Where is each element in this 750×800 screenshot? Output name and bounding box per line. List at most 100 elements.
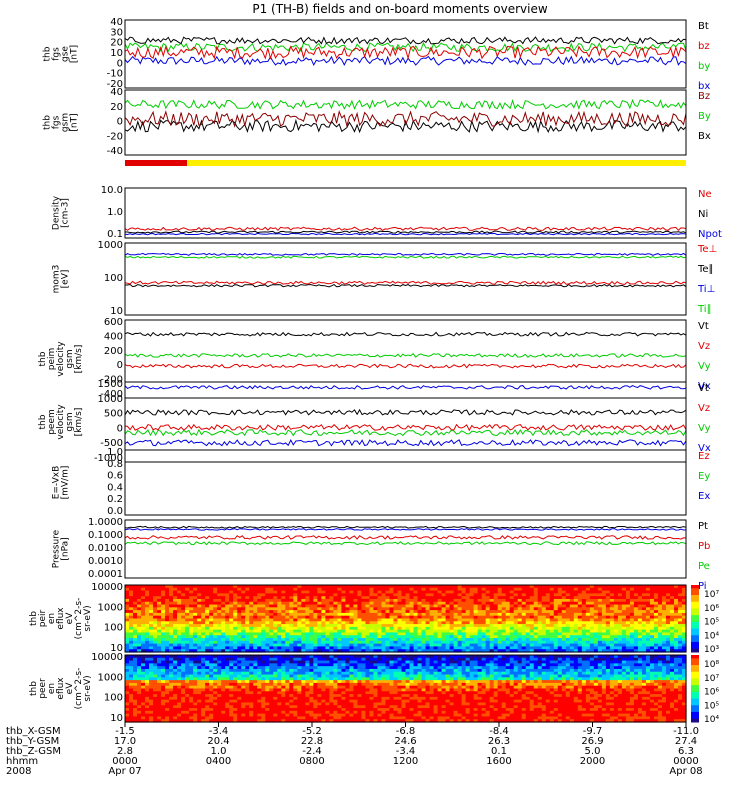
heatmap-cell bbox=[569, 680, 575, 684]
heatmap-cell bbox=[669, 643, 675, 648]
heatmap-cell bbox=[525, 621, 531, 625]
heatmap-cell bbox=[537, 612, 543, 617]
heatmap-cell bbox=[669, 590, 675, 594]
heatmap-cell bbox=[349, 610, 355, 614]
heatmap-cell bbox=[509, 629, 515, 634]
heatmap-cell bbox=[261, 649, 266, 653]
heatmap-cell bbox=[229, 677, 234, 681]
heatmap-cell bbox=[129, 660, 134, 664]
heatmap-cell bbox=[621, 671, 627, 676]
heatmap-cell bbox=[545, 624, 551, 628]
heatmap-cell bbox=[309, 666, 314, 670]
heatmap-cell bbox=[505, 624, 511, 628]
heatmap-cell bbox=[537, 677, 543, 681]
heatmap-cell bbox=[489, 615, 495, 620]
heatmap-cell bbox=[325, 649, 330, 653]
heatmap-cell bbox=[433, 612, 439, 617]
heatmap-cell bbox=[229, 649, 234, 653]
heatmap-cell bbox=[585, 632, 591, 636]
heatmap-cell bbox=[605, 677, 611, 681]
heatmap-cell bbox=[421, 668, 427, 673]
y-axis-label-line: [nT] bbox=[70, 113, 80, 131]
heatmap-cell bbox=[601, 601, 607, 606]
heatmap-cell bbox=[529, 585, 535, 589]
heatmap-cell bbox=[645, 671, 651, 676]
heatmap-cell bbox=[281, 618, 286, 622]
heatmap-cell bbox=[357, 593, 363, 597]
heatmap-cell bbox=[209, 587, 214, 592]
heatmap-cell bbox=[593, 590, 599, 594]
heatmap-cell bbox=[353, 657, 359, 662]
heatmap-cell bbox=[245, 668, 250, 673]
heatmap-cell bbox=[545, 598, 551, 603]
heatmap-cell bbox=[233, 626, 238, 631]
heatmap-cell bbox=[209, 615, 214, 620]
heatmap-cell bbox=[433, 615, 439, 620]
heatmap-cell bbox=[197, 668, 202, 673]
heatmap-cell bbox=[601, 663, 607, 667]
heatmap-cell bbox=[217, 585, 222, 589]
heatmap-cell bbox=[533, 618, 539, 622]
heatmap-cell bbox=[545, 640, 551, 645]
heatmap-cell bbox=[397, 677, 403, 681]
heatmap-cell bbox=[165, 626, 170, 631]
heatmap-cell bbox=[181, 674, 186, 678]
heatmap-cell bbox=[669, 615, 675, 620]
heatmap-cell bbox=[137, 655, 142, 659]
heatmap-cell bbox=[225, 612, 230, 617]
heatmap-cell bbox=[453, 590, 459, 594]
heatmap-cell bbox=[373, 671, 379, 676]
heatmap-cell bbox=[565, 607, 571, 611]
heatmap-cell bbox=[489, 626, 495, 631]
heatmap-cell bbox=[393, 621, 399, 625]
heatmap-cell bbox=[597, 587, 603, 592]
heatmap-cell bbox=[629, 585, 635, 589]
heatmap-cell bbox=[305, 635, 310, 639]
heatmap-cell bbox=[649, 618, 655, 622]
heatmap-cell bbox=[245, 621, 250, 625]
heatmap-cell bbox=[329, 680, 334, 684]
heatmap-cell bbox=[637, 657, 643, 662]
heatmap-cell bbox=[177, 632, 182, 636]
heatmap-cell bbox=[549, 680, 555, 684]
heatmap-cell bbox=[657, 610, 663, 614]
heatmap-cell bbox=[365, 674, 371, 678]
heatmap-cell bbox=[453, 638, 459, 642]
heatmap-cell bbox=[161, 674, 166, 678]
heatmap-cell bbox=[461, 635, 467, 639]
heatmap-cell bbox=[341, 640, 346, 645]
heatmap-cell bbox=[425, 655, 431, 659]
heatmap-cell bbox=[233, 646, 238, 650]
heatmap-cell bbox=[385, 629, 391, 634]
heatmap-cell bbox=[137, 615, 142, 620]
heatmap-cell bbox=[537, 585, 543, 589]
heatmap-cell bbox=[197, 607, 202, 611]
series-line bbox=[124, 525, 687, 529]
heatmap-cell bbox=[469, 626, 475, 631]
heatmap-cell bbox=[417, 590, 423, 594]
heatmap-cell bbox=[609, 596, 615, 600]
heatmap-cell bbox=[357, 663, 363, 667]
heatmap-cell bbox=[525, 668, 531, 673]
heatmap-cell bbox=[445, 615, 451, 620]
heatmap-cell bbox=[357, 629, 363, 634]
heatmap-cell bbox=[493, 646, 499, 650]
heatmap-cell bbox=[393, 601, 399, 606]
heatmap-cell bbox=[177, 657, 182, 662]
heatmap-cell bbox=[249, 638, 254, 642]
heatmap-cell bbox=[185, 682, 190, 687]
heatmap-cell bbox=[405, 680, 411, 684]
heatmap-cell bbox=[461, 618, 467, 622]
heatmap-cell bbox=[145, 643, 150, 648]
heatmap-cell bbox=[321, 587, 326, 592]
heatmap-cell bbox=[525, 632, 531, 636]
heatmap-cell bbox=[529, 596, 535, 600]
heatmap-cell bbox=[469, 598, 475, 603]
heatmap-cell bbox=[537, 618, 543, 622]
heatmap-cell bbox=[277, 682, 282, 687]
heatmap-cell bbox=[653, 655, 659, 659]
heatmap-cell bbox=[197, 612, 202, 617]
heatmap-cell bbox=[669, 666, 675, 670]
heatmap-cell bbox=[613, 629, 619, 634]
